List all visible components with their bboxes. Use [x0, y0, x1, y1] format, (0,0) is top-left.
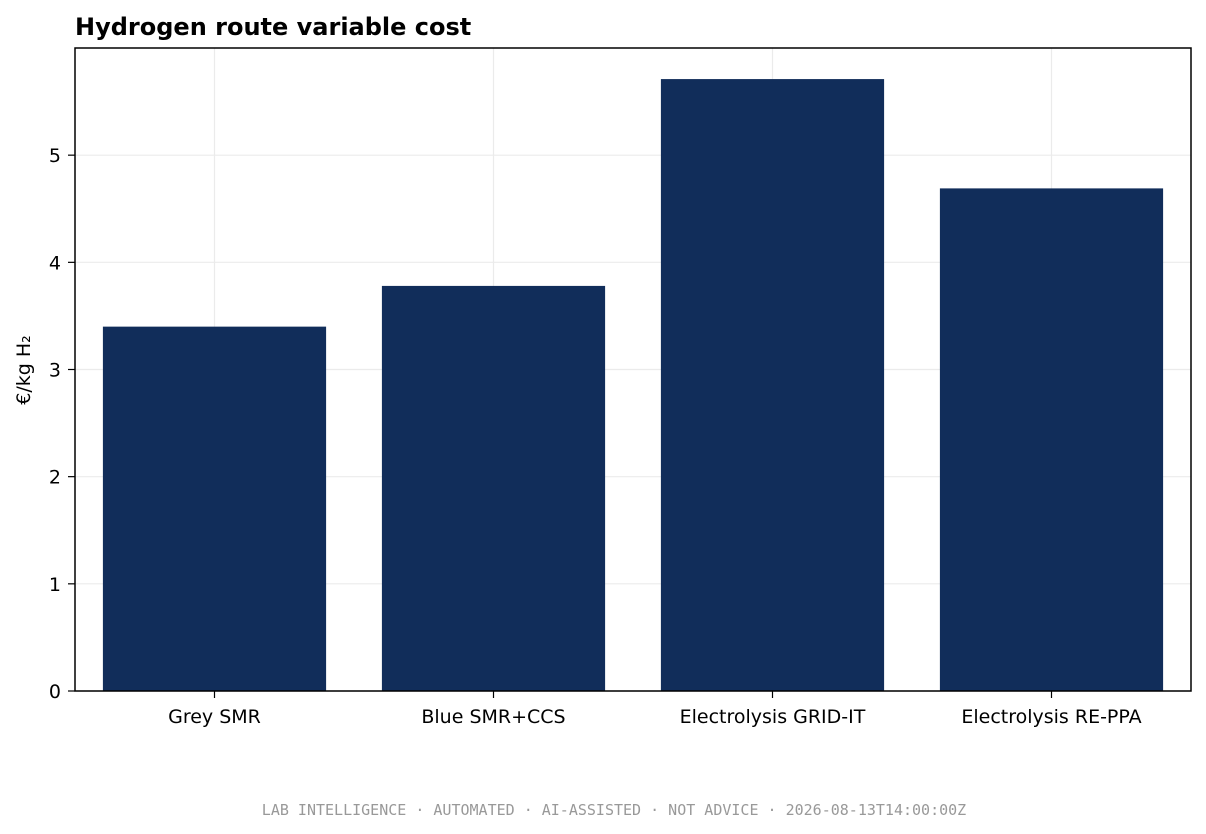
y-axis-label: €/kg H₂: [13, 335, 35, 405]
bar-grey-smr: [102, 326, 327, 691]
x-tick-label: Blue SMR+CCS: [421, 706, 565, 728]
bars: [102, 79, 1164, 692]
footer-disclaimer: LAB INTELLIGENCE · AUTOMATED · AI-ASSIST…: [262, 801, 966, 819]
x-tick-label: Electrolysis GRID-IT: [680, 706, 866, 728]
bar-electrolysis-grid-it: [660, 79, 885, 692]
y-axis-ticks: 0 1 2 3 4 5: [49, 145, 75, 703]
y-tick-label: 5: [49, 145, 61, 167]
bar-electrolysis-re-ppa: [939, 188, 1164, 691]
chart-title: Hydrogen route variable cost: [75, 13, 471, 41]
bar-blue-smr-ccs: [381, 285, 606, 691]
x-tick-label: Grey SMR: [168, 706, 261, 728]
y-tick-label: 2: [49, 467, 61, 489]
y-tick-label: 3: [49, 360, 61, 382]
x-tick-label: Electrolysis RE-PPA: [961, 706, 1141, 728]
y-tick-label: 4: [49, 252, 61, 274]
y-tick-label: 1: [49, 574, 61, 596]
x-axis-ticks: Grey SMR Blue SMR+CCS Electrolysis GRID-IT…: [168, 691, 1142, 728]
y-tick-label: 0: [49, 681, 61, 703]
